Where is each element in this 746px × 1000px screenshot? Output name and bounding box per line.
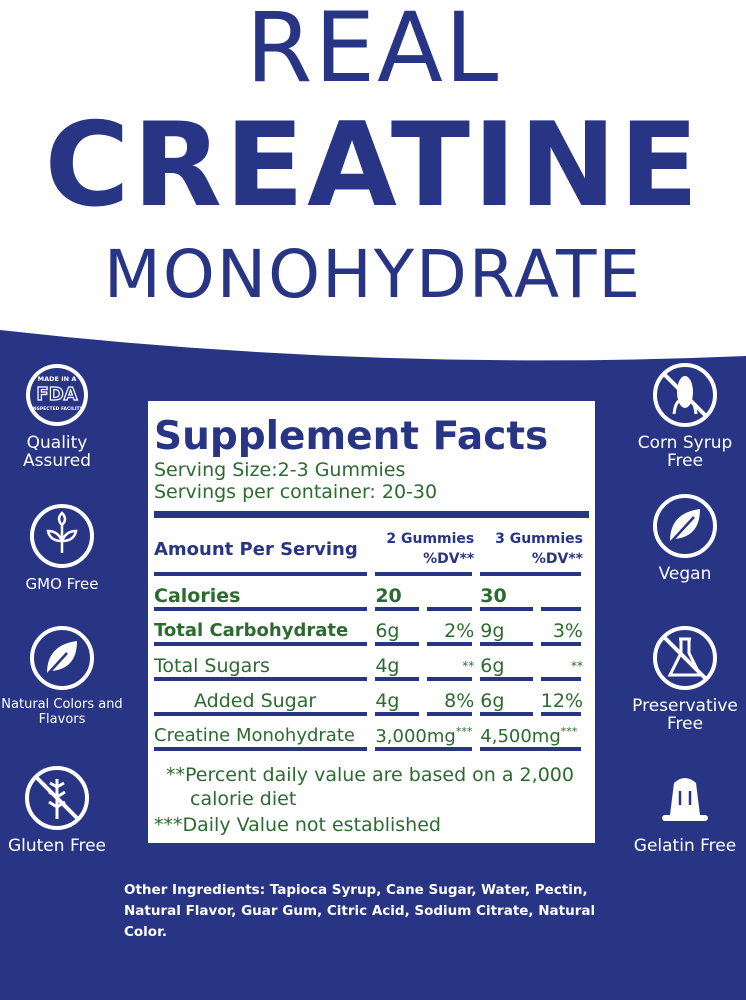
dv-3: 3% [540, 613, 589, 650]
badge-gluten-free: Gluten Free [0, 765, 122, 855]
fda-badge-main: FDA [36, 384, 77, 405]
badge-label: Preservative Free [632, 696, 738, 734]
nutrient-name: Total Sugars [154, 648, 376, 685]
fda-badge-top: MADE IN A [38, 375, 77, 383]
amount-2: 6g [375, 613, 427, 650]
dv-3: ** [540, 648, 589, 685]
amount-2: 4g [375, 648, 427, 685]
badge-label: Corn Syrup Free [637, 433, 733, 471]
badge-gelatin-free: Gelatin Free [620, 765, 746, 855]
badge-label: Gelatin Free [633, 836, 737, 856]
amount-2: 20 [375, 578, 427, 615]
servings-per-container: Servings per container: 20-30 [154, 481, 438, 503]
footnote-not-established: ***Daily Value not established [154, 814, 441, 836]
badge-preservative-free: Preservative Free [620, 625, 746, 733]
amount-2: 4g [375, 683, 427, 720]
badge-label: Quality Assured [23, 433, 91, 471]
dv-2: 2% [426, 613, 481, 650]
no-corn-icon [653, 363, 717, 427]
col-3-gummies-label: 3 Gummies [495, 531, 583, 547]
amount-3-cell: 4,500mg*** [480, 718, 589, 755]
table-row-calories: Calories 20 30 [154, 578, 589, 615]
dv-3 [540, 578, 589, 615]
badge-corn-syrup-free: Corn Syrup Free [620, 362, 746, 470]
col-2-gummies-label: 2 Gummies [386, 531, 475, 547]
nutrient-name: Calories [154, 578, 376, 615]
supplement-facts-heading: Supplement Facts [154, 414, 549, 459]
amount-3: 6g [480, 648, 541, 685]
title-real: REAL [245, 0, 501, 104]
supplement-facts-panel: Supplement Facts Serving Size:2-3 Gummie… [145, 398, 598, 846]
badge-label: Gluten Free [7, 836, 107, 856]
nutrient-name: Added Sugar [154, 683, 376, 720]
vegan-leaf-icon [653, 494, 717, 558]
fda-badge-bottom: INSPECTED FACILITY [31, 406, 83, 412]
jelly-icon [662, 778, 708, 821]
amount-2-cell: 3,000mg*** [375, 718, 481, 755]
other-ingredients: Other Ingredients: Tapioca Syrup, Cane S… [124, 882, 596, 940]
facts-table: Amount Per Serving 2 Gummies %DV** 3 Gumm… [154, 522, 589, 755]
nutrient-name: Creatine Monohydrate [154, 718, 376, 755]
table-row-total-sugars: Total Sugars 4g ** 6g ** [154, 648, 589, 685]
dv-2: ** [426, 648, 481, 685]
badge-quality-assured: MADE IN A FDA INSPECTED FACILITY Quality… [0, 362, 122, 470]
serving-size: Serving Size:2-3 Gummies [154, 459, 406, 481]
amount-3: 6g [480, 683, 541, 720]
amount-3: 9g [480, 613, 541, 650]
amount-2: 3,000mg [375, 725, 456, 747]
footnote-dv-text: **Percent daily value are based on a 2,0… [166, 764, 574, 810]
col-3-gummies-dv: %DV** [531, 551, 583, 567]
footnote-dv: **Percent daily value are based on a 2,0… [154, 763, 589, 811]
col-2-gummies-dv: %DV** [423, 551, 475, 567]
badge-label: Natural Colors and Flavors [1, 697, 123, 727]
table-row-creatine: Creatine Monohydrate 3,000mg*** 4,500mg*… [154, 718, 589, 755]
dv-3: *** [560, 724, 578, 738]
amount-3: 4,500mg [480, 725, 561, 747]
badge-vegan: Vegan [620, 493, 746, 583]
dv-2: *** [455, 724, 473, 738]
title-creatine: CREATINE [44, 98, 702, 233]
col-2-gummies-header: 2 Gummies %DV** [375, 522, 481, 580]
title-monohydrate: MONOHYDRATE [103, 236, 643, 313]
dv-2: 8% [426, 683, 481, 720]
dv-3: 12% [540, 683, 589, 720]
table-row-total-carbohydrate: Total Carbohydrate 6g 2% 9g 3% [154, 613, 589, 650]
badge-natural-colors: Natural Colors and Flavors [0, 625, 127, 727]
badge-label: GMO Free [25, 575, 99, 593]
no-flask-icon [653, 626, 717, 690]
no-wheat-icon [25, 766, 89, 830]
sprout-icon [30, 504, 94, 568]
badge-label: Vegan [658, 564, 712, 584]
col-3-gummies-header: 3 Gummies %DV** [480, 522, 589, 580]
divider-bar [154, 511, 589, 518]
table-header-row: Amount Per Serving 2 Gummies %DV** 3 Gumm… [154, 522, 589, 580]
fda-badge-icon: MADE IN A FDA INSPECTED FACILITY [26, 364, 88, 426]
nutrient-name: Total Carbohydrate [154, 613, 376, 650]
dv-2 [426, 578, 481, 615]
badge-gmo-free: GMO Free [0, 503, 127, 593]
amount-3: 30 [480, 578, 541, 615]
amount-per-serving-header: Amount Per Serving [154, 522, 376, 580]
leaf-icon [30, 626, 94, 690]
table-row-added-sugar: Added Sugar 4g 8% 6g 12% [154, 683, 589, 720]
